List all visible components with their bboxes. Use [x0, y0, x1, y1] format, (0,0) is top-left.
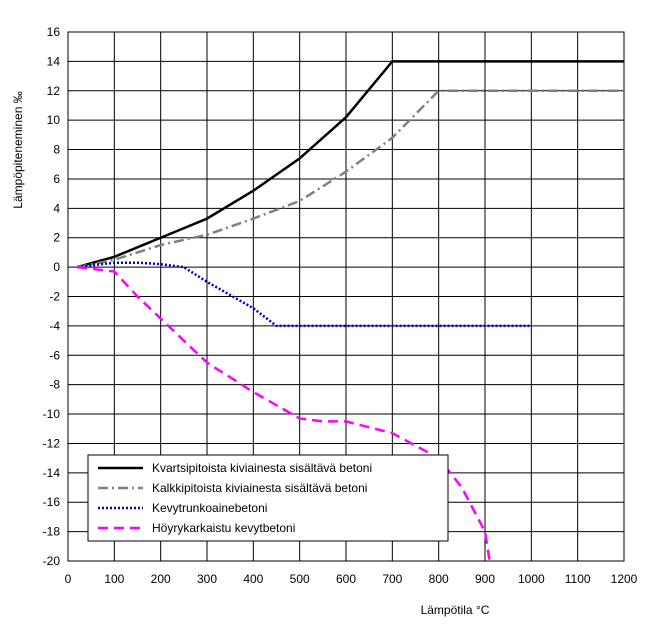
y-tick-label: 14 [47, 54, 61, 68]
x-tick-label: 900 [475, 572, 495, 586]
y-axis-title: Lämpöpiteneminen ‰ [11, 91, 25, 208]
x-tick-label: 1200 [611, 572, 638, 586]
legend-box [87, 454, 449, 542]
legend-label: Kvartsipitoista kiviainesta sisältävä be… [152, 461, 372, 475]
legend-label: Kevytrunkoainebetoni [152, 501, 267, 515]
x-tick-label: 800 [429, 572, 449, 586]
x-tick-label: 500 [290, 572, 310, 586]
x-tick-label: 1100 [565, 572, 591, 586]
x-tick-label: 0 [65, 572, 72, 586]
y-tick-label: -6 [49, 348, 60, 362]
x-tick-label: 200 [151, 572, 171, 586]
y-tick-label: 8 [53, 143, 60, 157]
x-tick-label: 1000 [518, 572, 545, 586]
series-line [77, 265, 491, 562]
y-tick-label: 16 [47, 25, 61, 39]
y-tick-label: 10 [47, 113, 61, 127]
legend-label: Kalkkipitoista kiviainesta sisältävä bet… [152, 481, 367, 495]
y-tick-label: -4 [49, 319, 60, 333]
y-tick-label: -20 [43, 554, 61, 568]
y-tick-label: -12 [43, 436, 61, 450]
y-tick-label: 2 [53, 231, 60, 245]
y-tick-label: 12 [47, 84, 61, 98]
y-tick-label: -8 [49, 378, 60, 392]
series-line [77, 89, 624, 269]
y-tick-label: 0 [53, 260, 60, 274]
y-tick-label: 6 [53, 172, 60, 186]
y-tick-label: -14 [43, 466, 61, 480]
legend-label: Höyrykarkaistu kevytbetoni [152, 521, 295, 535]
x-tick-label: 400 [243, 572, 263, 586]
y-tick-label: -10 [43, 407, 61, 421]
series-line [77, 261, 532, 328]
y-tick-label: 4 [53, 201, 60, 215]
series-line [76, 60, 624, 269]
plot-border [67, 31, 625, 562]
x-tick-label: 300 [197, 572, 217, 586]
x-tick-label: 700 [382, 572, 402, 586]
x-tick-label: 600 [336, 572, 356, 586]
y-tick-label: -16 [43, 495, 61, 509]
y-tick-label: -18 [43, 525, 61, 539]
x-tick-label: 100 [104, 572, 124, 586]
y-tick-label: -2 [49, 290, 60, 304]
x-axis-title: Lämpötila °C [421, 603, 490, 617]
